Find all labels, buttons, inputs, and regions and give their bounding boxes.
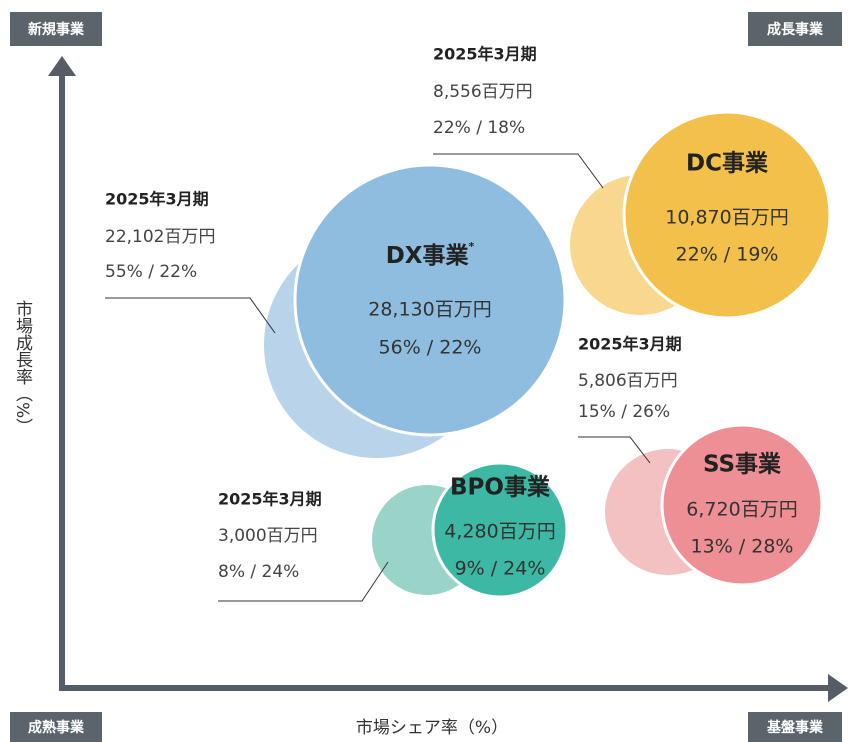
segment-value: 4,280百万円 [444, 521, 555, 543]
segment-name: BPO事業 [450, 474, 551, 501]
segment-rates: 56% / 22% [379, 337, 482, 359]
segment-value: 10,870百万円 [665, 207, 788, 229]
prior-value: 5,806百万円 [578, 371, 678, 391]
tag-bg [748, 712, 842, 742]
prior-period: 2025年3月期 [433, 45, 537, 64]
x-axis-label: 市場シェア率（%） [356, 718, 508, 738]
bubble [660, 423, 824, 587]
quadrant-tag: 基盤事業 [767, 719, 824, 736]
leader-line [218, 561, 389, 602]
bubble [293, 163, 567, 437]
segment-name: SS事業 [703, 451, 782, 478]
tag-bg [10, 12, 102, 46]
prior-value: 3,000百万円 [218, 526, 318, 546]
bubble [431, 461, 569, 599]
segment-value: 6,720百万円 [686, 499, 797, 521]
prior-rates: 22% / 18% [433, 118, 525, 138]
arrow [828, 674, 848, 702]
prior-rates: 55% / 22% [105, 262, 197, 282]
prior-period: 2025年3月期 [105, 190, 209, 209]
segment-rates: 22% / 19% [676, 244, 779, 266]
quadrant-tag: 成熟事業 [28, 719, 85, 736]
leader-line [578, 436, 651, 464]
segment-rates: 9% / 24% [455, 558, 546, 580]
tag-bg [10, 712, 102, 742]
leader-line [433, 153, 604, 189]
arrow [48, 56, 76, 76]
segment-value: 28,130百万円 [368, 299, 491, 321]
segment-rates: 13% / 28% [691, 536, 794, 558]
tag-bg [748, 12, 842, 46]
segment-name: DC事業 [686, 150, 769, 177]
prior-rates: 15% / 26% [578, 402, 670, 422]
quadrant-tag: 成長事業 [767, 21, 824, 38]
prior-period: 2025年3月期 [218, 490, 322, 509]
y-axis-label: 市場成長率（%） [12, 300, 33, 435]
leader-line [105, 297, 276, 334]
prior-period: 2025年3月期 [578, 335, 682, 354]
prior-value: 8,556百万円 [433, 82, 533, 102]
segment-name: DX事業* [386, 240, 475, 269]
prior-rates: 8% / 24% [218, 562, 299, 582]
prior-value: 22,102百万円 [105, 227, 215, 247]
bubble [622, 110, 832, 320]
quadrant-tag: 新規事業 [28, 21, 85, 38]
